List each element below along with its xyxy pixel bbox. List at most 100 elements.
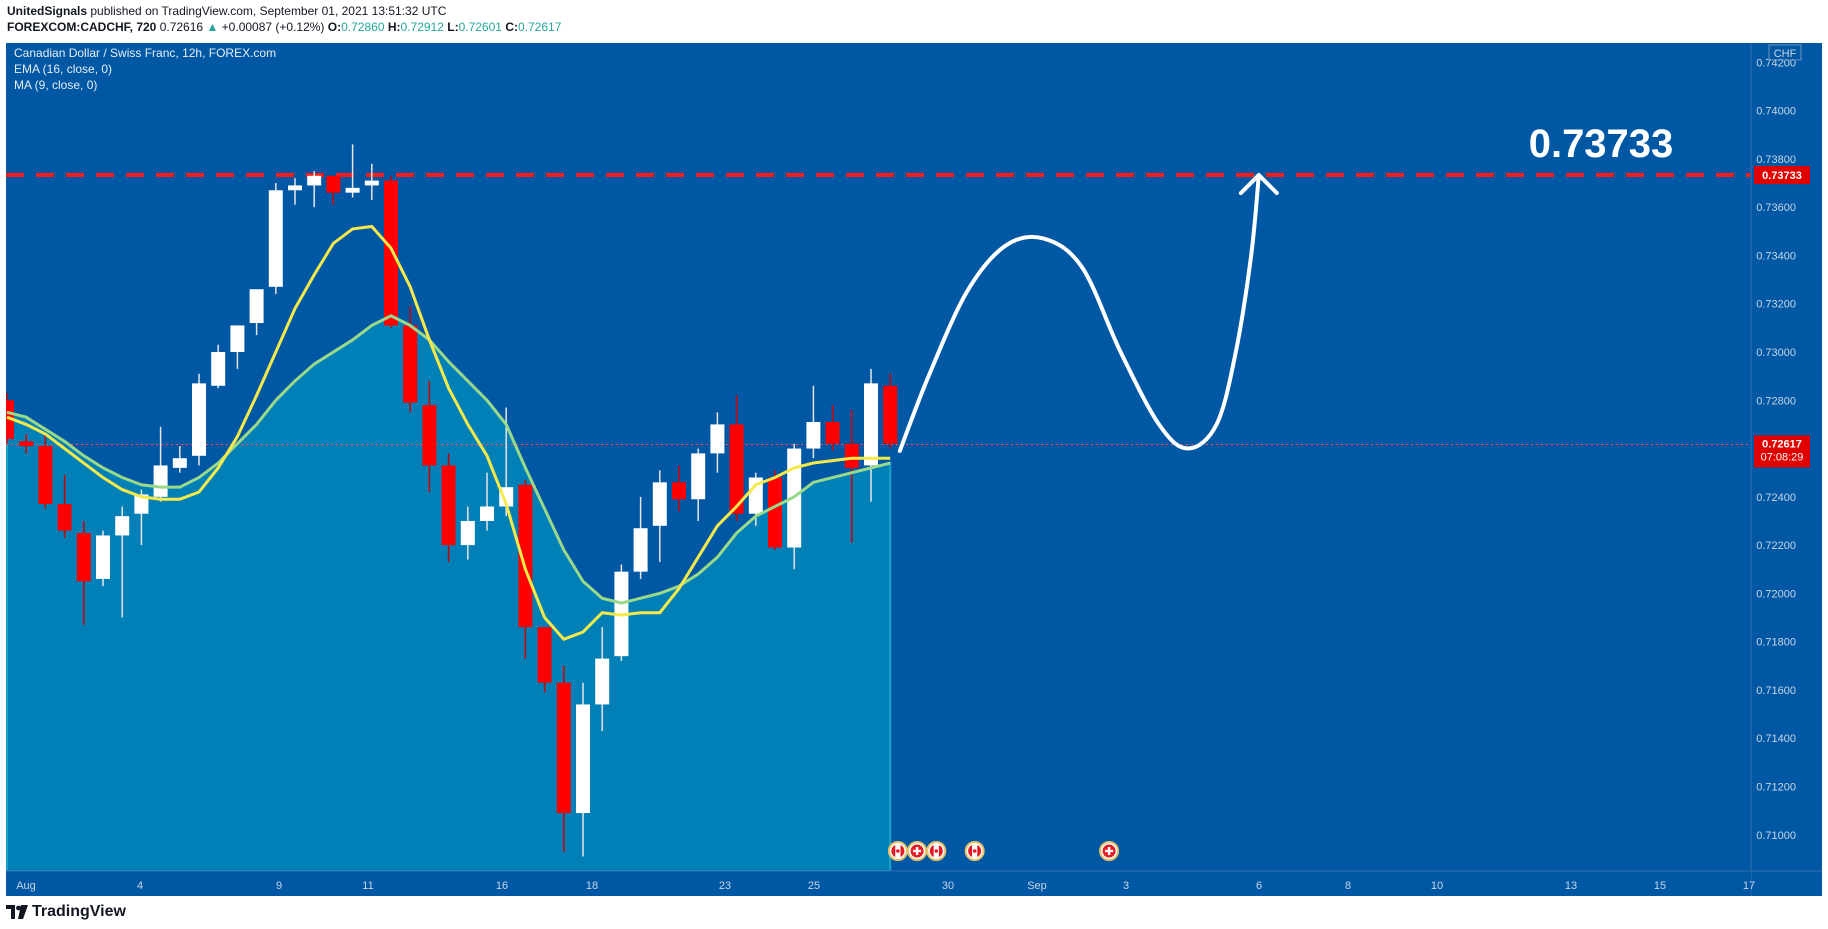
- chart-title: Canadian Dollar / Swiss Franc, 12h, FORE…: [14, 46, 276, 60]
- time-tick-label: 18: [586, 880, 598, 892]
- resistance-price-tag-text: 0.73733: [1762, 170, 1802, 182]
- candle-down: [441, 465, 456, 546]
- target-price-label: 0.73733: [1529, 122, 1674, 166]
- candle-up: [710, 424, 725, 454]
- candle-down: [518, 484, 533, 628]
- candle-up: [172, 458, 187, 468]
- ohlc-header: FOREXCOM:CADCHF, 720 0.72616 ▲ +0.00087 …: [7, 20, 561, 34]
- time-tick-label: 13: [1565, 880, 1577, 892]
- price-change: +0.00087 (+0.12%): [221, 20, 325, 34]
- price-tick-label: 0.71600: [1756, 685, 1796, 697]
- time-tick-label: 10: [1431, 880, 1443, 892]
- price-tick-label: 0.74000: [1756, 106, 1796, 118]
- price-tick-label: 0.73000: [1756, 347, 1796, 359]
- candle-up: [249, 289, 264, 324]
- candle-up: [192, 383, 206, 456]
- candle-up: [480, 506, 494, 521]
- footer: TradingView: [6, 900, 126, 924]
- open-value: 0.72860: [341, 20, 385, 34]
- price-tick-label: 0.72200: [1756, 540, 1796, 552]
- resistance-price-tag: [1754, 166, 1810, 185]
- publish-text: published on TradingView.com, September …: [90, 4, 447, 18]
- time-tick-label: 11: [362, 880, 373, 892]
- tradingview-logo-icon[interactable]: [6, 905, 28, 919]
- candle-up: [153, 465, 168, 497]
- chf-event-icon: [907, 841, 928, 861]
- candle-up: [115, 516, 130, 536]
- time-tick-label: 15: [1654, 880, 1666, 892]
- time-tick-label: 17: [1743, 880, 1755, 892]
- bar-countdown: 07:08:29: [1761, 451, 1804, 463]
- candle-down: [729, 424, 744, 514]
- candle-down: [883, 385, 898, 444]
- price-tick-label: 0.71800: [1756, 637, 1796, 649]
- time-tick-label: 4: [137, 880, 143, 892]
- last-price: 0.72616: [159, 20, 204, 34]
- time-tick-label: 3: [1123, 880, 1129, 892]
- ema-legend: EMA (16, close, 0): [14, 62, 112, 76]
- candle-down: [672, 482, 686, 500]
- last-price-tag-text: 0.72617: [1762, 438, 1802, 450]
- candle-up: [288, 185, 302, 191]
- price-tick-label: 0.73800: [1756, 154, 1796, 166]
- price-tick-label: 0.71200: [1756, 782, 1796, 794]
- price-tick-label: 0.72400: [1756, 492, 1796, 504]
- price-tick-label: 0.73600: [1756, 202, 1796, 214]
- price-tick-label: 0.73200: [1756, 299, 1796, 311]
- time-tick-label: Sep: [1027, 880, 1047, 892]
- cad-event-icon: [926, 841, 947, 861]
- time-tick-label: 6: [1256, 880, 1262, 892]
- currency-badge-box: [1768, 44, 1802, 61]
- candle-down: [537, 627, 552, 683]
- up-arrow-icon: ▲: [206, 20, 219, 34]
- publish-info: UnitedSignals published on TradingView.c…: [7, 4, 446, 18]
- time-tick-label: 23: [719, 880, 731, 892]
- tradingview-brand[interactable]: TradingView: [32, 903, 126, 920]
- candle-up: [307, 175, 322, 186]
- time-tick-label: 16: [496, 880, 508, 892]
- candle-up: [96, 535, 110, 579]
- ma-line: [6, 314, 891, 605]
- low-label: L:: [447, 20, 459, 34]
- price-chart[interactable]: 0.73733 Canadian Dollar / Swiss Franc, 1…: [0, 43, 1822, 896]
- time-tick-label: 25: [808, 880, 820, 892]
- candle-up: [345, 187, 360, 193]
- candle-down: [326, 175, 341, 193]
- price-axis[interactable]: [1751, 43, 1822, 896]
- chf-event-icon: [1099, 841, 1120, 861]
- ma-legend: MA (9, close, 0): [14, 78, 97, 92]
- candle-up: [633, 528, 648, 572]
- price-tick-label: 0.73400: [1756, 250, 1796, 262]
- close-value: 0.72617: [517, 20, 562, 34]
- candle-up: [864, 383, 878, 466]
- candle-down: [422, 405, 437, 466]
- price-tick-label: 0.72800: [1756, 395, 1796, 407]
- time-tick-label: 9: [276, 880, 282, 892]
- candle-down: [76, 533, 91, 582]
- ema-line: [6, 224, 891, 642]
- time-axis[interactable]: [6, 871, 1751, 896]
- price-tick-label: 0.71400: [1756, 733, 1796, 745]
- events-group[interactable]: [887, 841, 1120, 861]
- candle-down: [384, 180, 398, 326]
- cad-event-icon: [964, 841, 985, 861]
- chart-container[interactable]: 0.73733 Canadian Dollar / Swiss Franc, 1…: [0, 43, 1822, 896]
- projection-curve: [897, 173, 1261, 453]
- candles-group: [0, 144, 898, 857]
- time-tick-label: Aug: [16, 880, 36, 892]
- symbol-label: FOREXCOM:CADCHF, 720: [7, 20, 157, 34]
- candle-down: [38, 446, 53, 505]
- candle-down: [403, 325, 418, 403]
- high-value: 0.72912: [400, 20, 444, 34]
- author-name[interactable]: UnitedSignals: [7, 4, 88, 18]
- time-ticks: Aug 4 9 11 16 18 23 25 30 Sep 3 6 8 10 13 15 17: [16, 880, 1755, 892]
- candle-up: [595, 658, 610, 705]
- price-tick-label: 0.71000: [1756, 830, 1796, 842]
- candle-up: [576, 704, 590, 814]
- candle-up: [364, 180, 379, 186]
- candle-down: [19, 441, 34, 447]
- candle-down: [825, 421, 840, 444]
- candle-down: [57, 504, 72, 531]
- candle-up: [230, 325, 245, 352]
- candle-up: [268, 190, 283, 287]
